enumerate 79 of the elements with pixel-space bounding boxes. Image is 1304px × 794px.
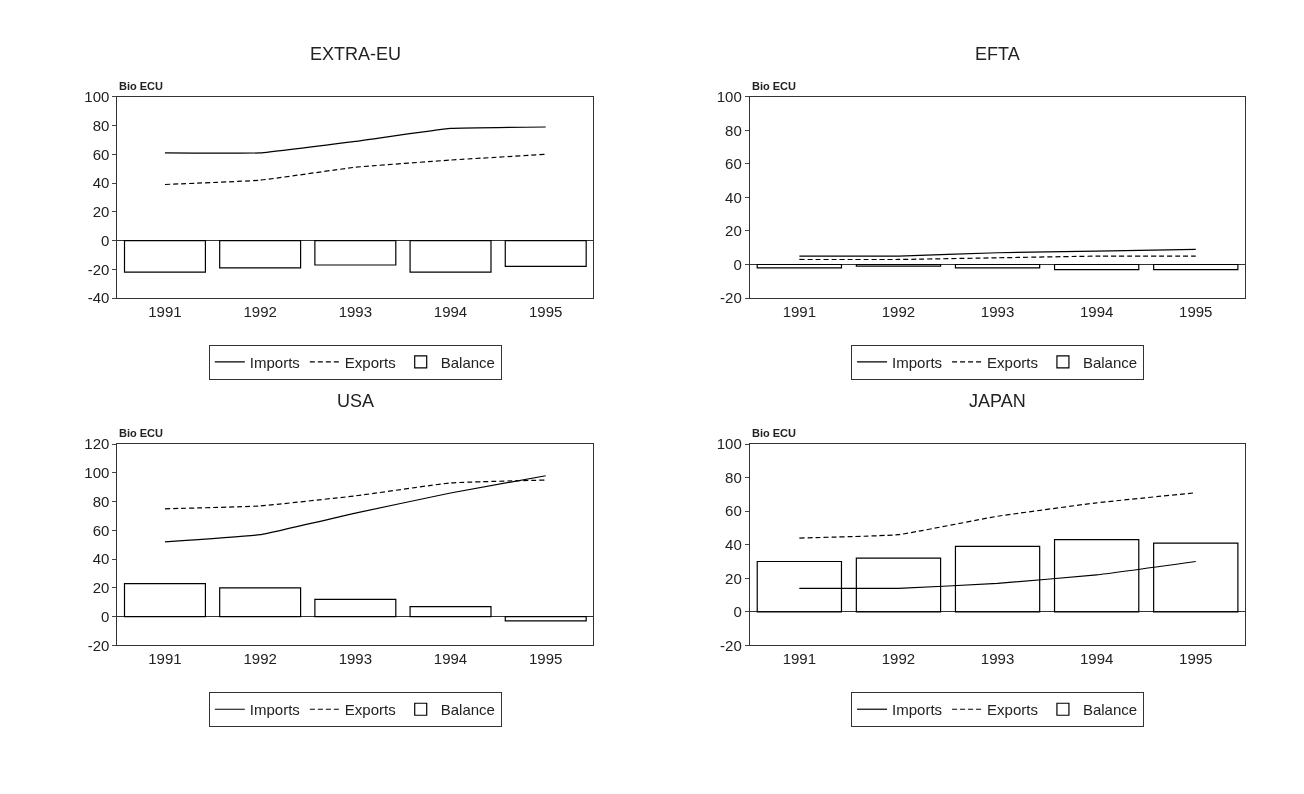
legend-label: Imports: [249, 353, 300, 371]
y-axis-title: Bio ECU: [119, 427, 164, 439]
y-axis-title: Bio ECU: [752, 80, 797, 92]
y-tick-label: 60: [92, 145, 110, 163]
x-tick-label: 1995: [529, 303, 563, 321]
y-tick-label: 60: [725, 155, 742, 173]
x-tick-label: 1995: [1179, 650, 1213, 668]
y-tick-label: 80: [92, 492, 110, 510]
legend-label: Imports: [249, 701, 300, 719]
bar: [219, 587, 302, 618]
x-tick-label: 1991: [148, 650, 182, 668]
x-tick-label: 1994: [1079, 303, 1114, 321]
x-tick-label: 1992: [243, 650, 277, 668]
bar: [504, 616, 587, 622]
y-tick-label: 40: [92, 174, 110, 192]
line-series: [164, 475, 547, 543]
x-tick-label: 1991: [782, 650, 817, 668]
chart-title: USA: [337, 391, 375, 411]
legend-label: Imports: [892, 701, 943, 719]
y-tick-label: 20: [92, 203, 110, 221]
legend-label: Balance: [440, 353, 495, 371]
x-tick-label: 1992: [243, 303, 277, 321]
y-tick-label: 0: [733, 603, 742, 621]
x-tick-label: 1993: [980, 303, 1015, 321]
bar: [314, 598, 397, 618]
legend-label: Exports: [344, 701, 396, 719]
y-tick-label: 20: [725, 569, 742, 587]
x-tick-label: 1995: [529, 650, 563, 668]
y-tick-label: 20: [92, 579, 110, 597]
legend-label: Exports: [344, 353, 396, 371]
x-tick-label: 1991: [148, 303, 182, 321]
y-tick-label: 80: [725, 121, 742, 139]
x-tick-label: 1993: [980, 650, 1015, 668]
x-tick-label: 1992: [881, 303, 916, 321]
y-tick-label: -20: [720, 289, 742, 307]
chart-title: EFTA: [975, 44, 1020, 64]
y-tick-label: 40: [725, 188, 742, 206]
y-tick-label: 80: [92, 116, 110, 134]
y-tick-label: -20: [87, 260, 110, 278]
x-tick-label: 1994: [433, 303, 468, 321]
legend-label: Balance: [1082, 701, 1138, 719]
x-tick-label: 1993: [338, 650, 373, 668]
y-tick-label: 100: [716, 88, 742, 106]
x-tick-label: 1993: [338, 303, 373, 321]
x-tick-label: 1994: [433, 650, 468, 668]
legend-label: Imports: [892, 353, 943, 371]
y-axis-title: Bio ECU: [752, 427, 797, 439]
y-tick-label: -20: [720, 636, 742, 654]
legend-label: Exports: [987, 701, 1038, 719]
y-tick-label: 60: [92, 521, 110, 539]
y-tick-label: 120: [84, 435, 110, 453]
y-tick-label: 100: [84, 464, 110, 482]
y-tick-label: 0: [101, 607, 110, 625]
line-series: [164, 153, 547, 186]
chart-title: EXTRA-EU: [310, 44, 402, 64]
y-tick-label: 80: [725, 468, 742, 486]
x-tick-label: 1995: [1179, 303, 1213, 321]
bar: [123, 582, 207, 618]
y-tick-label: 100: [84, 88, 110, 106]
x-tick-label: 1992: [881, 650, 916, 668]
chart-title: JAPAN: [969, 391, 1026, 411]
y-tick-label: -20: [87, 636, 110, 654]
y-tick-label: -40: [87, 289, 110, 307]
bar: [409, 605, 492, 618]
legend-label: Balance: [440, 701, 495, 719]
x-tick-label: 1994: [1079, 650, 1114, 668]
legend-label: Balance: [1082, 353, 1138, 371]
y-tick-label: 0: [101, 231, 110, 249]
y-tick-label: 100: [716, 435, 742, 453]
y-axis-title: Bio ECU: [119, 80, 164, 92]
line-series: [164, 126, 547, 154]
y-tick-label: 40: [725, 535, 742, 553]
legend-label: Exports: [987, 353, 1038, 371]
y-tick-label: 0: [733, 255, 742, 273]
line-series: [798, 248, 1197, 257]
y-tick-label: 20: [725, 222, 742, 240]
x-tick-label: 1991: [782, 303, 817, 321]
y-tick-label: 60: [725, 502, 742, 520]
y-tick-label: 40: [92, 550, 110, 568]
